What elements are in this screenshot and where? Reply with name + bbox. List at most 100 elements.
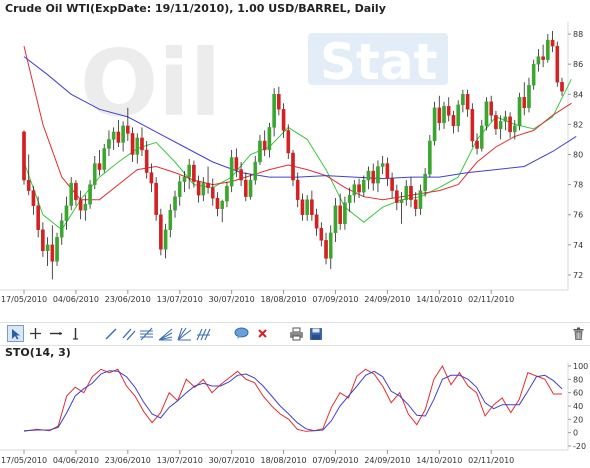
speech-bubble-icon[interactable]	[233, 325, 250, 342]
candle	[352, 180, 357, 203]
trend-line-icon[interactable]	[102, 325, 119, 342]
x-tick-label: 14/10/2010	[416, 295, 462, 304]
sto-x-tick-label: 04/06/2010	[53, 456, 99, 465]
candle	[92, 156, 97, 190]
candle-body	[451, 115, 456, 127]
candle-body	[489, 101, 494, 116]
y-tick-label: 82	[573, 120, 583, 129]
candle	[319, 222, 324, 247]
candle	[192, 160, 196, 188]
candle-body	[220, 200, 225, 209]
vertical-line-icon[interactable]	[67, 325, 84, 342]
candle	[64, 196, 69, 230]
x-tick-label: 24/09/2010	[364, 295, 410, 304]
candle	[272, 88, 276, 137]
candle-body	[253, 161, 258, 181]
watermark-stat: Stat	[320, 33, 438, 91]
candle-body	[446, 106, 451, 116]
candle-body	[55, 237, 59, 262]
candle	[107, 130, 111, 156]
candle	[522, 82, 527, 116]
sto-y-tick-label: 60	[573, 389, 583, 398]
gann-fan-icon[interactable]	[176, 325, 193, 342]
candle-body	[522, 97, 527, 109]
candle	[517, 92, 522, 131]
candle-body	[262, 140, 267, 151]
candle-body	[291, 152, 295, 181]
candle	[305, 195, 309, 221]
candle	[508, 112, 512, 138]
sto-y-tick-label: 40	[573, 402, 583, 411]
candle-body	[59, 220, 64, 238]
sto-y-tick-label: -20	[573, 442, 586, 451]
candle-body	[546, 39, 550, 60]
candle	[295, 172, 300, 208]
x-tick-label: 23/06/2010	[105, 295, 151, 304]
candle-body	[69, 182, 73, 206]
sto-x-tick-label: 18/08/2010	[261, 456, 307, 465]
candle	[475, 133, 479, 155]
fibonacci-lines-icon[interactable]	[138, 325, 155, 342]
candle	[253, 156, 258, 185]
horizontal-line-icon[interactable]	[47, 325, 64, 342]
candle-body	[64, 205, 69, 221]
fibonacci-fan-icon[interactable]	[157, 325, 174, 342]
sto-y-tick-label: 80	[573, 375, 583, 384]
candle-body	[484, 101, 489, 127]
candle-body	[437, 107, 442, 124]
candle-body	[319, 228, 324, 241]
candle	[442, 101, 446, 129]
candle-body	[50, 244, 55, 262]
candle-body	[234, 157, 239, 170]
candle	[50, 225, 55, 280]
channel-icon[interactable]	[120, 325, 137, 342]
y-tick-label: 84	[573, 90, 583, 99]
candle	[168, 204, 173, 238]
candle	[130, 127, 135, 163]
x-tick-label: 04/06/2010	[53, 295, 99, 304]
trash-icon[interactable]	[570, 325, 587, 342]
candle	[69, 177, 73, 211]
candle-body	[310, 199, 314, 215]
sto-x-tick-label: 17/05/2010	[1, 456, 47, 465]
candle	[225, 181, 229, 208]
sto-x-tick-label: 07/09/2010	[312, 456, 358, 465]
moving-average-line-2	[23, 45, 572, 201]
candle	[140, 127, 144, 156]
crosshair-icon[interactable]	[27, 325, 44, 342]
candle-body	[314, 214, 319, 229]
candle-body	[83, 203, 88, 211]
candle	[220, 199, 225, 223]
candle	[149, 163, 154, 193]
candle	[357, 178, 361, 199]
candle	[437, 95, 442, 131]
candle-body	[74, 182, 78, 200]
candle-body	[361, 179, 366, 193]
candle-body	[26, 179, 31, 191]
candle-body	[404, 185, 409, 200]
candle	[196, 175, 201, 203]
candle	[102, 143, 107, 173]
candle-body	[177, 181, 182, 197]
x-tick-label: 18/08/2010	[261, 295, 307, 304]
candle-body	[159, 214, 163, 250]
candle-body	[371, 170, 376, 184]
save-icon[interactable]	[307, 325, 324, 342]
delete-x-icon[interactable]	[254, 325, 271, 342]
stochastic-line-2	[23, 370, 563, 432]
sto-x-tick-label: 02/11/2010	[468, 456, 514, 465]
candle	[206, 166, 210, 194]
print-icon[interactable]	[288, 325, 305, 342]
sto-x-tick-label: 23/06/2010	[105, 456, 151, 465]
candle	[324, 232, 328, 265]
candle	[277, 86, 281, 116]
candle-body	[531, 63, 536, 86]
candle	[182, 171, 187, 193]
candle-body	[140, 137, 144, 151]
arrow-cursor-icon[interactable]	[7, 325, 24, 342]
candle-body	[328, 232, 333, 259]
x-tick-label: 13/07/2010	[157, 295, 203, 304]
pitchfork-icon[interactable]	[195, 325, 212, 342]
candle	[244, 172, 248, 202]
candle-body	[498, 121, 503, 130]
